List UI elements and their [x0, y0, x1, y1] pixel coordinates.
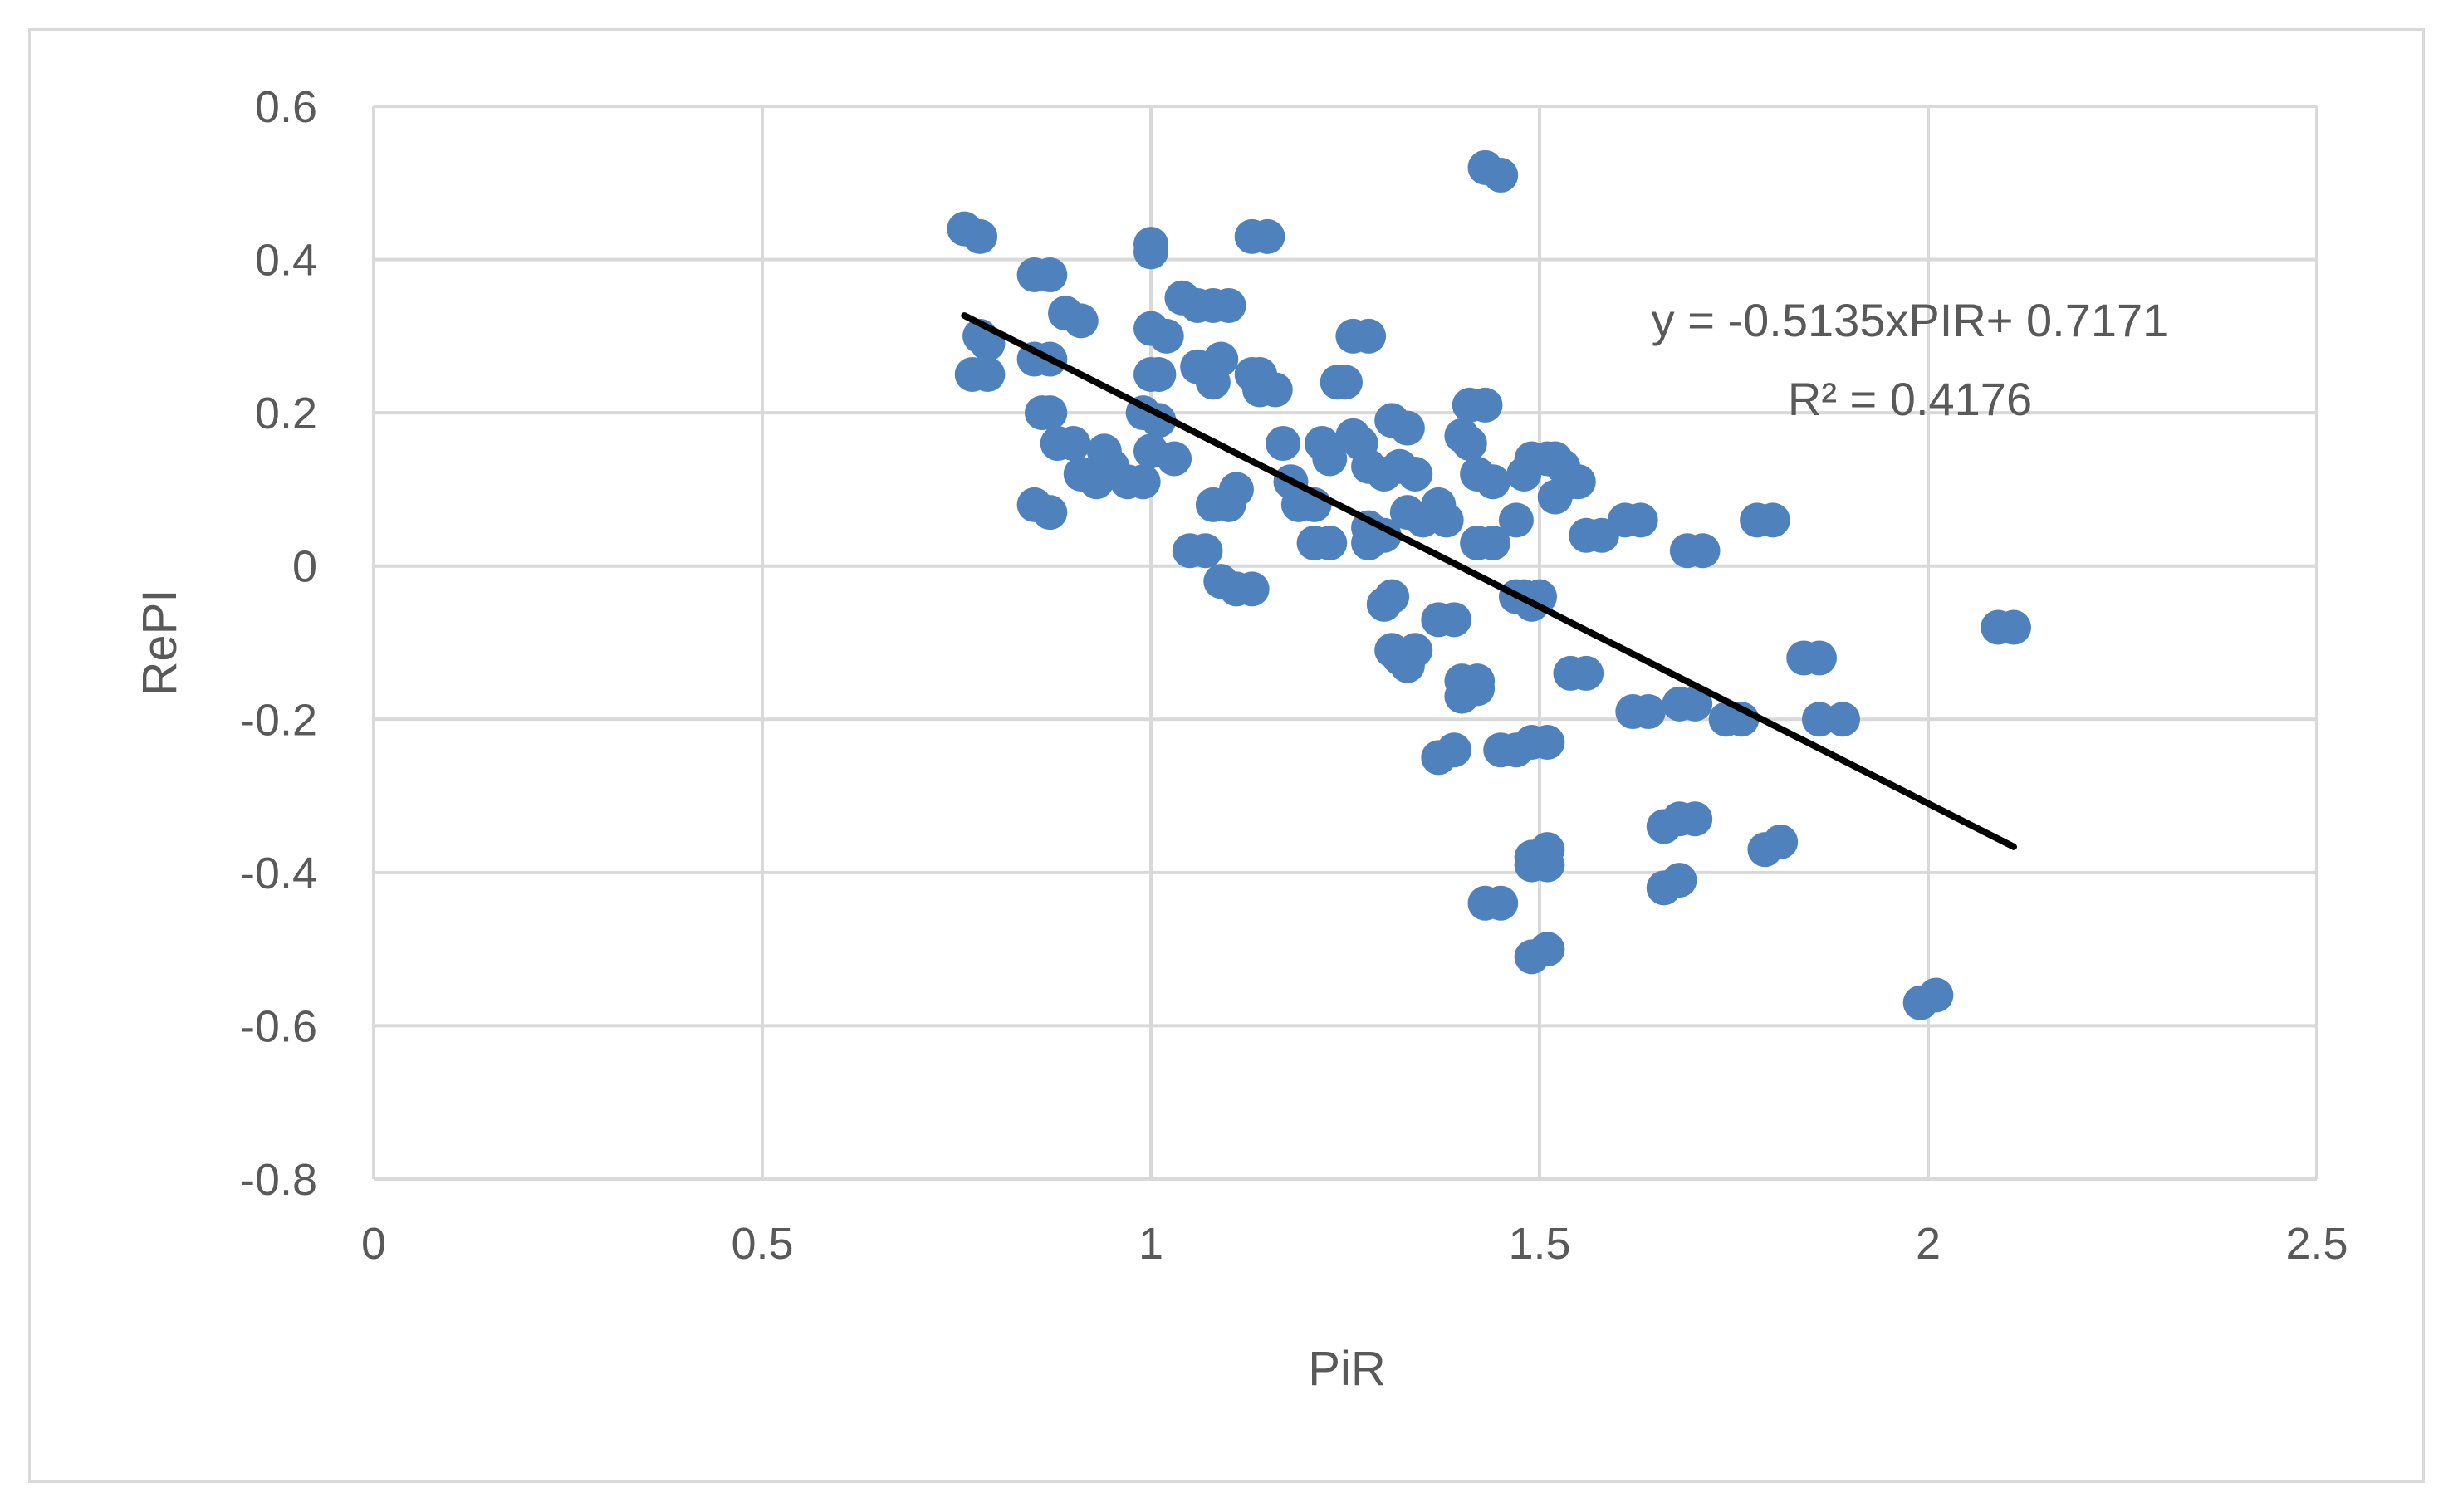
data-point: [1677, 801, 1713, 837]
trendline-equation: y = -0.5135xPIR+ 0.7171: [1652, 294, 2169, 346]
data-point: [1467, 387, 1503, 423]
data-point: [1242, 372, 1278, 408]
data-point: [1032, 395, 1068, 431]
y-tick-label: 0.2: [255, 389, 317, 438]
x-axis-title: PiR: [1308, 1342, 1385, 1396]
x-tick-label: 1.5: [1508, 1219, 1570, 1269]
data-point: [1312, 441, 1348, 477]
data-point: [1483, 158, 1519, 193]
y-tick-label: -0.8: [240, 1155, 317, 1205]
data-point: [1685, 533, 1721, 569]
data-point: [1234, 571, 1270, 607]
y-tick-label: -0.4: [240, 849, 317, 898]
data-point: [1475, 526, 1510, 561]
data-point: [1763, 824, 1799, 859]
data-point: [1398, 456, 1433, 492]
data-point: [1631, 694, 1667, 730]
gridlines: [372, 105, 2318, 1181]
data-point: [1498, 502, 1534, 538]
data-point: [962, 218, 998, 254]
data-point: [1995, 609, 2031, 645]
data-point: [1475, 464, 1510, 500]
data-point: [1055, 426, 1091, 462]
data-point: [1755, 502, 1790, 538]
y-tick-label: 0: [292, 542, 317, 592]
data-points: [947, 149, 2031, 1020]
data-point: [1801, 640, 1837, 676]
data-point: [1918, 977, 1954, 1013]
data-point: [1351, 318, 1387, 354]
data-point: [1266, 426, 1301, 462]
data-point: [1662, 863, 1697, 898]
data-point: [1560, 464, 1596, 500]
tick-labels: 0 0.5 1 1.5 2 2.5 0.6 0.4 0.2 0 -0.2 -0.4 -0.6 -0.8: [240, 82, 2348, 1269]
data-point: [1389, 410, 1425, 446]
data-point: [1452, 426, 1487, 462]
data-point: [1125, 464, 1161, 500]
data-point: [1677, 686, 1713, 722]
y-tick-label: 0.4: [255, 236, 317, 286]
data-point: [1211, 287, 1246, 323]
data-point: [1398, 633, 1433, 668]
data-point: [1351, 526, 1387, 561]
data-point: [1133, 234, 1168, 270]
data-point: [1569, 655, 1604, 691]
chart-frame: [28, 28, 2425, 1483]
data-point: [1825, 702, 1861, 737]
data-point: [1032, 495, 1068, 531]
data-point: [1530, 724, 1565, 760]
data-point: [1141, 357, 1177, 392]
data-point: [1483, 885, 1519, 921]
data-point: [1437, 732, 1472, 768]
data-point: [1428, 502, 1464, 538]
data-point: [1328, 365, 1363, 400]
data-point: [1133, 433, 1168, 469]
data-point: [1218, 472, 1254, 507]
y-tick-label: -0.6: [240, 1001, 317, 1051]
data-point: [1032, 257, 1068, 293]
data-point: [1623, 502, 1658, 538]
data-point: [1312, 526, 1348, 561]
data-point: [1148, 318, 1184, 354]
data-point: [1530, 932, 1565, 967]
x-tick-label: 2.5: [2285, 1219, 2348, 1269]
r-squared-label: R² = 0.4176: [1788, 373, 2032, 425]
y-axis-title: RePI: [133, 590, 187, 697]
data-point: [1203, 341, 1239, 377]
x-tick-label: 2: [1916, 1219, 1941, 1269]
y-tick-label: 0.6: [255, 82, 317, 132]
y-tick-label: -0.2: [240, 695, 317, 745]
data-point: [1460, 671, 1496, 707]
data-point: [1530, 847, 1565, 883]
data-point: [970, 357, 1006, 392]
data-point: [1250, 218, 1285, 254]
data-point: [1187, 533, 1223, 569]
x-tick-label: 0.5: [731, 1219, 793, 1269]
data-point: [1374, 579, 1410, 614]
trendline: [961, 312, 2017, 850]
data-point: [1063, 303, 1099, 339]
x-tick-label: 0: [361, 1219, 386, 1269]
data-point: [1437, 602, 1472, 638]
x-tick-label: 1: [1138, 1219, 1163, 1269]
